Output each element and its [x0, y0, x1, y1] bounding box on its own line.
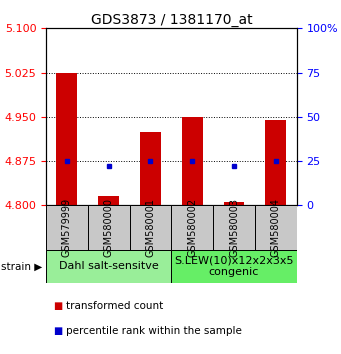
- Bar: [88, 205, 130, 250]
- Bar: [140, 132, 161, 205]
- Text: ■: ■: [53, 301, 62, 311]
- Text: ■: ■: [53, 326, 62, 336]
- Bar: [171, 205, 213, 250]
- Bar: [255, 205, 297, 250]
- Bar: [98, 196, 119, 205]
- Bar: [130, 205, 172, 250]
- Text: GSM579999: GSM579999: [62, 198, 72, 257]
- Bar: [46, 250, 171, 283]
- Text: S.LEW(10)x12x2x3x5
congenic: S.LEW(10)x12x2x3x5 congenic: [174, 256, 294, 277]
- Bar: [224, 202, 244, 205]
- Bar: [57, 73, 77, 205]
- Text: Dahl salt-sensitve: Dahl salt-sensitve: [59, 261, 159, 272]
- Text: strain ▶: strain ▶: [1, 261, 43, 272]
- Text: GSM580001: GSM580001: [146, 198, 155, 257]
- Bar: [171, 250, 297, 283]
- Text: GSM580003: GSM580003: [229, 198, 239, 257]
- Bar: [182, 117, 203, 205]
- Text: GSM580004: GSM580004: [271, 198, 281, 257]
- Text: percentile rank within the sample: percentile rank within the sample: [66, 326, 242, 336]
- Bar: [213, 205, 255, 250]
- Bar: [265, 120, 286, 205]
- Text: transformed count: transformed count: [66, 301, 164, 311]
- Text: GSM580002: GSM580002: [187, 198, 197, 257]
- Title: GDS3873 / 1381170_at: GDS3873 / 1381170_at: [91, 13, 252, 27]
- Text: GSM580000: GSM580000: [104, 198, 114, 257]
- Bar: [46, 205, 88, 250]
